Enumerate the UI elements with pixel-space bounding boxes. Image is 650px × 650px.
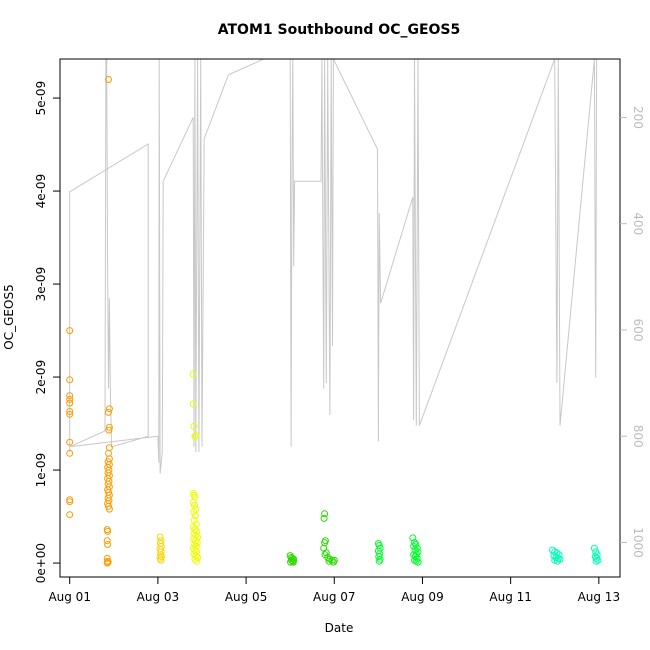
data-point xyxy=(553,557,561,565)
data-point xyxy=(105,76,112,83)
data-point xyxy=(321,510,329,518)
y-tick-label: 5e-09 xyxy=(34,81,48,116)
y-tick-label: 2e-09 xyxy=(34,360,48,395)
data-point xyxy=(329,558,337,566)
data-point xyxy=(105,502,112,510)
data-point xyxy=(189,370,197,378)
data-point xyxy=(593,554,601,562)
x-tick-label: Aug 11 xyxy=(489,590,532,604)
y2-tick-label: 600 xyxy=(631,319,645,342)
y-tick-label: 4e-09 xyxy=(34,174,48,209)
series-3 xyxy=(189,370,202,565)
data-point xyxy=(66,408,74,415)
data-point xyxy=(104,541,112,548)
data-point xyxy=(322,549,330,557)
data-point xyxy=(287,558,295,566)
y2-tick-label: 200 xyxy=(631,106,645,129)
x-tick-label: Aug 05 xyxy=(225,590,268,604)
axes: Aug 01 Aug 03 Aug 05 Aug 07 Aug 09 Aug 11 Aug … xyxy=(34,58,645,604)
y-axis-label: OC_GEOS5 xyxy=(2,284,16,349)
series-1 xyxy=(66,76,113,567)
data-point xyxy=(104,527,112,535)
y-tick-label: 1e-09 xyxy=(34,453,48,488)
data-point xyxy=(105,444,113,452)
x-tick-label: Aug 07 xyxy=(313,590,356,604)
data-point xyxy=(105,426,113,434)
data-point xyxy=(103,537,111,545)
data-point xyxy=(66,438,74,446)
data-point xyxy=(66,410,74,418)
y2-tick-label: 800 xyxy=(631,425,645,448)
data-point xyxy=(66,392,74,400)
data-point xyxy=(193,557,201,565)
x-tick-label: Aug 13 xyxy=(578,590,621,604)
data-point xyxy=(105,449,112,457)
series-6 xyxy=(549,544,602,565)
x-tick-label: Aug 01 xyxy=(48,590,91,604)
data-point xyxy=(190,422,198,430)
data-point xyxy=(189,400,197,408)
x-tick-label: Aug 03 xyxy=(137,590,180,604)
pressure-line xyxy=(69,59,598,474)
data-point xyxy=(409,534,417,542)
data-point xyxy=(191,512,199,520)
data-point xyxy=(157,556,165,564)
data-point xyxy=(411,539,418,547)
x-tick-label: Aug 09 xyxy=(401,590,444,604)
chart-title: ATOM1 Southbound OC_GEOS5 xyxy=(218,22,461,38)
data-point xyxy=(192,432,200,440)
data-point xyxy=(103,559,111,567)
data-point xyxy=(157,548,165,556)
data-point xyxy=(156,533,164,541)
data-point xyxy=(66,449,74,457)
data-point xyxy=(105,423,113,431)
y-tick-label: 3e-09 xyxy=(34,267,48,302)
y2-tick-label: 1000 xyxy=(631,527,645,558)
data-point xyxy=(66,376,74,384)
plot-frame xyxy=(59,58,621,578)
data-point xyxy=(105,505,113,513)
data-point xyxy=(104,558,112,566)
data-point xyxy=(414,558,422,566)
data-point xyxy=(375,557,383,565)
data-point xyxy=(592,557,600,565)
y2-tick-label: 400 xyxy=(631,212,645,235)
data-point xyxy=(191,433,199,441)
x-axis-label: Date xyxy=(325,621,354,635)
data-point xyxy=(191,501,198,509)
y-tick-label: 0e+00 xyxy=(34,543,48,583)
data-point xyxy=(190,508,198,516)
data-point xyxy=(105,408,112,416)
data-point xyxy=(191,555,199,563)
data-point xyxy=(590,544,598,552)
series-4 xyxy=(286,510,338,566)
data-point xyxy=(66,511,74,519)
data-point xyxy=(66,496,74,504)
data-point xyxy=(289,558,297,566)
data-point xyxy=(66,399,74,407)
data-point xyxy=(320,514,328,522)
data-point xyxy=(66,395,74,403)
data-point xyxy=(103,554,111,562)
data-point xyxy=(190,516,198,524)
plot-area xyxy=(66,59,602,567)
data-point xyxy=(411,553,419,560)
data-point xyxy=(328,556,336,564)
data-point xyxy=(66,498,74,506)
data-point xyxy=(325,557,333,565)
data-point xyxy=(66,327,74,335)
series-5 xyxy=(374,534,422,566)
data-point xyxy=(410,542,418,550)
series-2 xyxy=(156,533,165,564)
data-point xyxy=(105,405,113,413)
data-point xyxy=(157,553,165,560)
